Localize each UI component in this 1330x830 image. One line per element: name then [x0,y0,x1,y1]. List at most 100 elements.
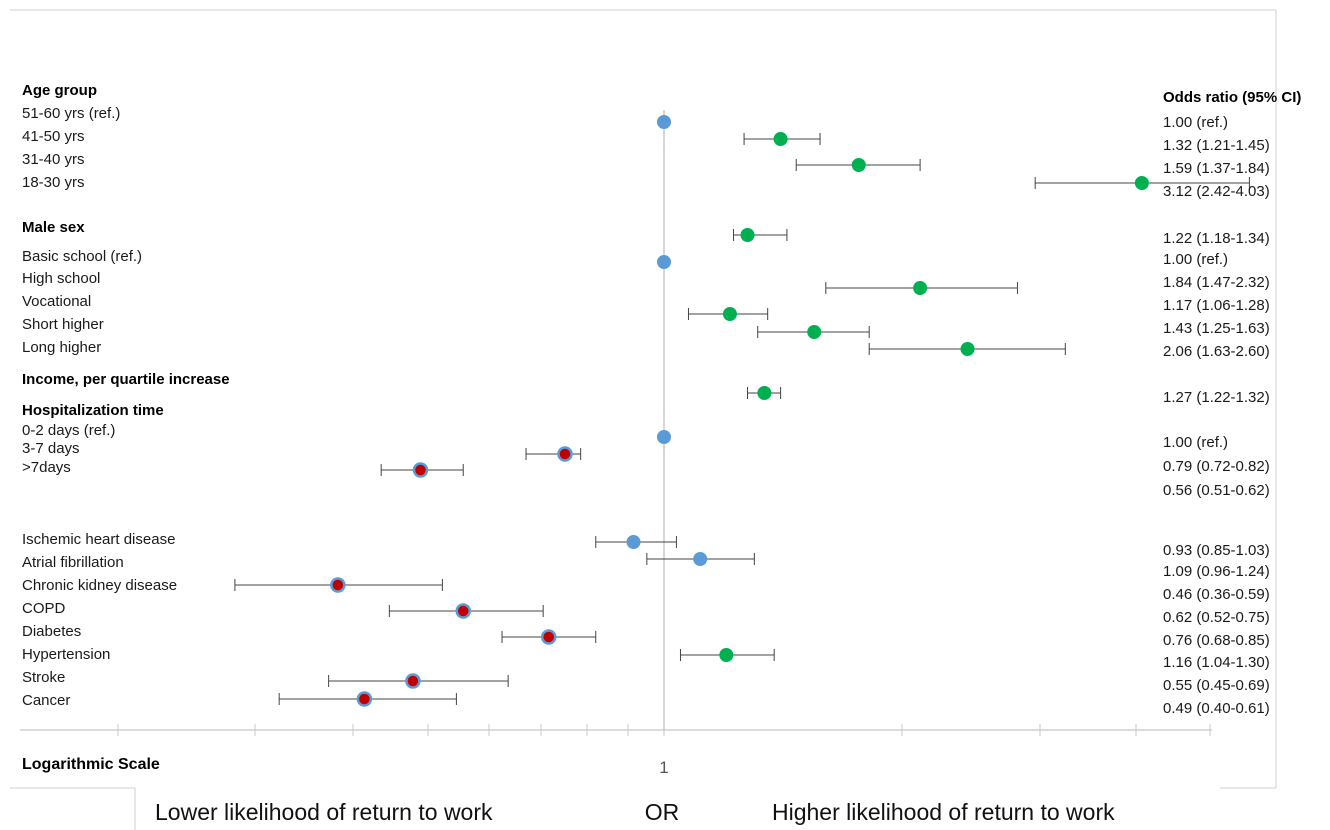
or-ci-text: 1.43 (1.25-1.63) [1163,320,1270,337]
or-ci-text: 3.12 (2.42-4.03) [1163,183,1270,200]
or-point-marker [455,603,471,619]
or-point-marker [626,535,641,549]
or-ci-text: 1.32 (1.21-1.45) [1163,137,1270,154]
row-label: Ischemic heart disease [22,531,175,548]
row-label: Vocational [22,293,91,310]
row-label: Chronic kidney disease [22,577,177,594]
group-male-sex: Male sex [22,219,85,236]
or-ci-text: 1.17 (1.06-1.28) [1163,297,1270,314]
or-point-marker [356,691,373,707]
forest-row: Cancer 0.49 (0.40-0.61) [22,691,1270,717]
forest-row: 1.27 (1.22-1.32) [747,386,1270,406]
footer-or: OR [645,799,680,825]
forest-row: Chronic kidney disease 0.46 (0.36-0.59) [22,577,1270,603]
forest-row: 3-7 days 0.79 (0.72-0.82) [22,440,1270,475]
row-label: 41-50 yrs [22,128,85,145]
or-point-marker [330,577,346,593]
row-label: 51-60 yrs (ref.) [22,105,120,122]
group-hospitalization: Hospitalization time [22,402,164,419]
forest-row: Diabetes 0.76 (0.68-0.85) [22,623,1270,649]
forest-row: 0-2 days (ref.) 1.00 (ref.) [22,422,1228,451]
or-point-marker [722,307,737,321]
or-point-marker [657,255,671,269]
row-label: High school [22,270,100,287]
row-label: 18-30 yrs [22,174,85,191]
or-point-marker [851,158,866,172]
or-point-marker [913,281,928,295]
forest-row: >7days 0.56 (0.51-0.62) [22,459,1270,499]
or-point-marker [657,115,671,129]
or-ci-text: 1.00 (ref.) [1163,114,1228,131]
or-point-marker [540,629,557,645]
or-ci-text: 0.55 (0.45-0.69) [1163,677,1270,694]
row-label: Atrial fibrillation [22,554,124,571]
row-label: Basic school (ref.) [22,248,142,265]
or-ci-text: 1.27 (1.22-1.32) [1163,389,1270,406]
or-ci-text: 0.49 (0.40-0.61) [1163,700,1270,717]
forest-row: Atrial fibrillation 1.09 (0.96-1.24) [22,552,1270,580]
row-label: COPD [22,600,66,617]
or-ci-text: 1.59 (1.37-1.84) [1163,160,1270,177]
or-column-header: Odds ratio (95% CI) [1163,89,1301,106]
or-ci-text: 0.62 (0.52-0.75) [1163,609,1270,626]
footer-higher-likelihood: Higher likelihood of return to work [772,799,1115,825]
or-ci-text: 1.16 (1.04-1.30) [1163,654,1270,671]
row-label: Short higher [22,316,104,333]
footer-lower-likelihood: Lower likelihood of return to work [155,799,493,825]
or-point-marker [757,386,772,400]
row-label: 0-2 days (ref.) [22,422,115,439]
forest-row: 51-60 yrs (ref.) 1.00 (ref.) [22,105,1228,131]
or-point-marker [773,132,788,146]
forest-row: Short higher 1.43 (1.25-1.63) [22,316,1270,339]
forest-row: Hypertension 1.16 (1.04-1.30) [22,646,1270,671]
or-point-marker [719,648,734,662]
forest-row: 41-50 yrs 1.32 (1.21-1.45) [22,128,1270,154]
or-ci-text: 2.06 (1.63-2.60) [1163,343,1270,360]
or-point-marker [657,430,671,444]
or-ci-text: 0.79 (0.72-0.82) [1163,458,1270,475]
or-point-marker [405,673,421,689]
row-label: >7days [22,459,71,476]
group-income: Income, per quartile increase [22,371,230,388]
forest-row: 1.22 (1.18-1.34) [733,228,1270,247]
row-label: 3-7 days [22,440,80,457]
row-label: Stroke [22,669,65,686]
or-point-marker [740,228,755,242]
or-point-marker [412,462,429,478]
forest-rows: 51-60 yrs (ref.) 1.00 (ref.) 41-50 yrs 1.32… [22,105,1270,717]
group-age: Age group [22,82,97,99]
or-point-marker [693,552,708,566]
forest-row: 18-30 yrs 3.12 (2.42-4.03) [22,174,1270,200]
x-tick-label-1: 1 [659,758,668,777]
row-label: 31-40 yrs [22,151,85,168]
or-ci-text: 1.09 (0.96-1.24) [1163,563,1270,580]
scale-label: Logarithmic Scale [22,756,160,773]
forest-row: Basic school (ref.) 1.00 (ref.) [22,248,1228,269]
or-ci-text: 1.84 (1.47-2.32) [1163,274,1270,291]
or-ci-text: 0.93 (0.85-1.03) [1163,542,1270,559]
or-point-marker [1134,176,1149,190]
or-point-marker [960,342,975,356]
axis-minor-ticks [117,724,1211,736]
forest-row: Stroke 0.55 (0.45-0.69) [22,669,1270,694]
or-ci-text: 0.76 (0.68-0.85) [1163,632,1270,649]
forest-row: High school 1.84 (1.47-2.32) [22,270,1270,295]
or-ci-text: 1.22 (1.18-1.34) [1163,230,1270,247]
or-point-marker [807,325,822,339]
or-ci-text: 0.56 (0.51-0.62) [1163,482,1270,499]
or-ci-text: 1.00 (ref.) [1163,434,1228,451]
row-label: Diabetes [22,623,81,640]
forest-row: Ischemic heart disease 0.93 (0.85-1.03) [22,531,1270,559]
row-label: Hypertension [22,646,110,663]
forest-row: Vocational 1.17 (1.06-1.28) [22,293,1270,321]
or-ci-text: 1.00 (ref.) [1163,251,1228,268]
or-ci-text: 0.46 (0.36-0.59) [1163,586,1270,603]
forest-row: 31-40 yrs 1.59 (1.37-1.84) [22,151,1270,177]
row-label: Long higher [22,339,101,356]
or-point-marker [557,446,573,462]
forest-row: COPD 0.62 (0.52-0.75) [22,600,1270,626]
forest-row: Long higher 2.06 (1.63-2.60) [22,339,1270,360]
row-label: Cancer [22,692,70,709]
